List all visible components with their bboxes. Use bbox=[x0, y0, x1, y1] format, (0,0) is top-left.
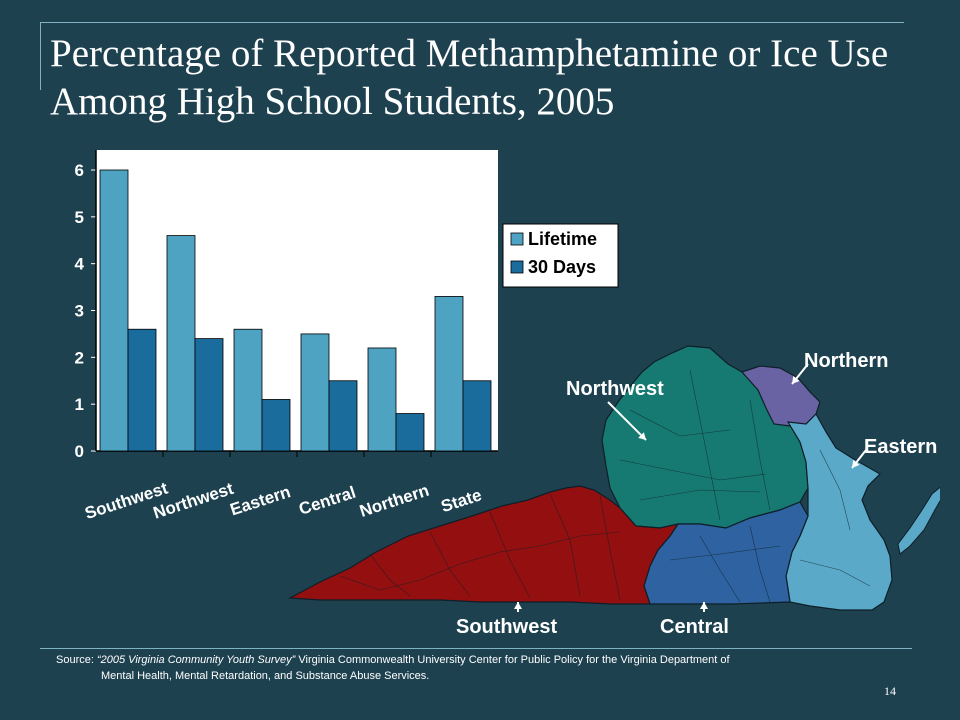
data-label: 0.8 bbox=[400, 395, 421, 412]
footer-rule bbox=[40, 648, 912, 649]
county-border bbox=[369, 553, 411, 597]
county-border bbox=[819, 449, 851, 531]
y-tick-label: 2 bbox=[75, 348, 84, 367]
county-border bbox=[339, 531, 621, 591]
data-label: 1.5 bbox=[467, 362, 488, 379]
county-border bbox=[699, 535, 741, 603]
county-border bbox=[629, 409, 731, 437]
arrow-southwest-head bbox=[514, 602, 522, 609]
title-rule-top bbox=[40, 22, 904, 23]
county-border bbox=[429, 531, 471, 597]
arrow-central-head bbox=[700, 602, 708, 609]
arrow-northwest bbox=[607, 401, 647, 441]
map-label-southwest: Southwest bbox=[456, 616, 558, 638]
county-border bbox=[599, 495, 621, 601]
source-note: Source: “2005 Virginia Community Youth S… bbox=[56, 652, 916, 684]
county-border bbox=[669, 545, 781, 561]
page-number: 14 bbox=[884, 684, 896, 698]
y-tick-label: 4 bbox=[75, 255, 85, 274]
bar-lifetime bbox=[300, 333, 330, 452]
legend-label: Lifetime bbox=[528, 229, 597, 249]
arrow-northwest-head bbox=[638, 432, 646, 440]
county-border bbox=[549, 493, 581, 597]
bar-30-days bbox=[395, 413, 425, 452]
legend-swatch bbox=[510, 232, 524, 246]
bar-30-days bbox=[462, 380, 492, 452]
bar-30-days bbox=[194, 338, 224, 452]
chart-legend: Lifetime 30 Days bbox=[502, 223, 619, 288]
legend-label: 30 Days bbox=[528, 257, 596, 277]
page-title: Percentage of Reported Methamphetamine o… bbox=[50, 32, 889, 123]
arrow-northern-head bbox=[792, 376, 800, 384]
data-label: 2.6 bbox=[238, 310, 259, 327]
plot-area bbox=[96, 150, 498, 451]
map-region-southwest bbox=[287, 485, 680, 605]
data-label: 1.1 bbox=[266, 380, 287, 397]
data-label: 1.5 bbox=[333, 362, 354, 379]
data-label: 4.6 bbox=[171, 217, 192, 234]
arrow-eastern-head bbox=[852, 460, 860, 468]
bar-30-days bbox=[328, 380, 358, 452]
legend-swatch bbox=[510, 260, 524, 274]
y-tick-label: 3 bbox=[75, 302, 84, 321]
county-border bbox=[639, 489, 761, 501]
y-tick-label: 0 bbox=[75, 442, 84, 461]
bar-30-days bbox=[261, 399, 291, 452]
y-tick-label: 5 bbox=[75, 208, 84, 227]
bar-lifetime bbox=[367, 347, 397, 452]
bar-chart: 012345662.6Southwest4.62.4Northwest2.61.… bbox=[75, 150, 619, 523]
source-line1: Virginia Commonwealth University Center … bbox=[298, 654, 730, 666]
data-label: 2.4 bbox=[199, 320, 221, 337]
map-region-eastern-shore bbox=[897, 486, 940, 555]
virginia-region-map bbox=[287, 345, 940, 612]
data-label: 2.6 bbox=[132, 310, 153, 327]
county-border bbox=[619, 459, 767, 481]
title-rule-left bbox=[40, 22, 41, 90]
bar-lifetime bbox=[166, 235, 196, 452]
map-label-eastern: Eastern bbox=[864, 436, 938, 458]
y-tick-label: 6 bbox=[75, 161, 84, 180]
county-border bbox=[749, 399, 771, 511]
bar-30-days bbox=[127, 328, 157, 452]
map-label-central: Central bbox=[660, 616, 729, 638]
bar-lifetime bbox=[99, 169, 129, 452]
bar-lifetime bbox=[434, 296, 464, 452]
bar-lifetime bbox=[233, 328, 263, 452]
county-border bbox=[799, 559, 871, 587]
county-border bbox=[689, 369, 721, 521]
source-prefix: Source: bbox=[56, 654, 94, 666]
source-survey-name: “2005 Virginia Community Youth Survey” bbox=[96, 654, 296, 666]
map-label-northwest: Northwest bbox=[566, 378, 664, 400]
y-tick-label: 1 bbox=[75, 395, 84, 414]
county-border bbox=[749, 525, 771, 603]
data-label: 2.5 bbox=[305, 315, 326, 332]
source-line2: Mental Health, Mental Retardation, and S… bbox=[101, 670, 430, 682]
county-border bbox=[489, 511, 531, 599]
data-label: 2.2 bbox=[372, 329, 393, 346]
data-label: 3.3 bbox=[439, 277, 460, 294]
map-label-northern: Northern bbox=[804, 350, 889, 372]
data-label: 6 bbox=[110, 151, 118, 168]
